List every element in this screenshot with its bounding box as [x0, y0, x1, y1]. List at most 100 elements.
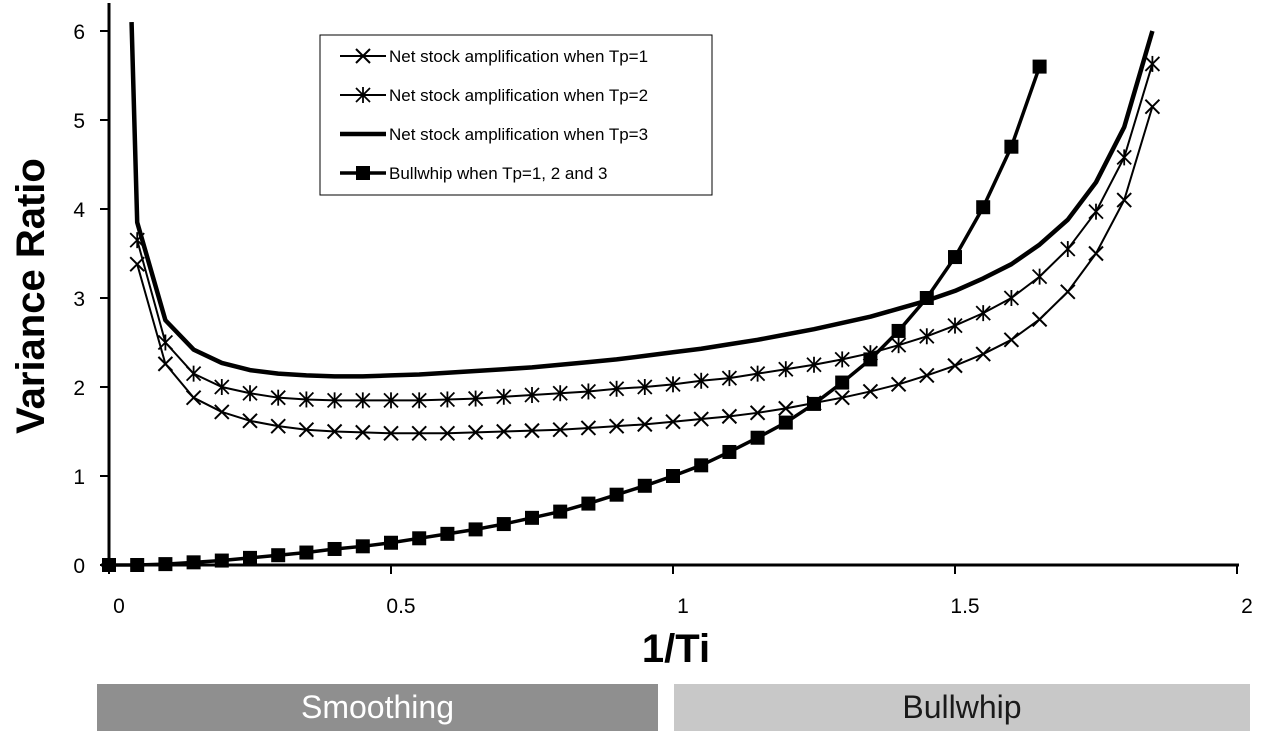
series-2-point [524, 387, 540, 404]
legend: Net stock amplification when Tp=1 Net sto… [319, 34, 713, 196]
series-1-point [355, 424, 371, 441]
series-4-point [496, 517, 511, 532]
legend-item: Bullwhip when Tp=1, 2 and 3 [340, 164, 607, 183]
y-tick-label: 6 [73, 21, 85, 44]
y-axis-title: Variance Ratio [9, 158, 53, 434]
series-2-point [608, 380, 625, 397]
series-2-point [1116, 149, 1132, 166]
series-1-point [214, 404, 230, 420]
series-4-point [778, 415, 793, 430]
series-4-point [863, 352, 878, 367]
series-2-point [411, 392, 427, 409]
series-4-point [694, 458, 709, 473]
series-2-point [693, 372, 709, 389]
y-tick-label: 2 [73, 377, 85, 400]
y-tick-label: 3 [73, 288, 85, 311]
series-4-point [243, 550, 257, 565]
x-tick-label: 0 [113, 595, 125, 618]
series-2 [129, 55, 1161, 409]
series-4-point [1004, 139, 1019, 154]
series-4-point [750, 430, 765, 445]
series-1-point [665, 414, 681, 430]
legend-swatch-marker [355, 87, 371, 103]
series-4-point [327, 541, 342, 556]
series-2-point [355, 392, 371, 409]
series-2-point [665, 376, 681, 393]
series-1-point [552, 422, 568, 438]
series-2-point [383, 392, 399, 409]
y-tick-label: 4 [73, 199, 85, 222]
series-1-point [242, 413, 258, 429]
series-1-point [524, 422, 540, 439]
series-1-point [834, 389, 850, 406]
x-axis-title: 1/Ti [642, 627, 710, 671]
series-4-point [553, 504, 568, 519]
legend-label: Bullwhip when Tp=1, 2 and 3 [389, 164, 607, 183]
series-1-point [778, 400, 794, 417]
legend-item: Net stock amplification when Tp=3 [340, 125, 648, 144]
series-1-point [411, 425, 427, 441]
series-2-point [1031, 268, 1048, 285]
series-1-point [467, 424, 484, 441]
series-2-point [580, 383, 597, 400]
series-2-point [919, 328, 935, 345]
series-2-point [298, 391, 315, 408]
x-tick-label: 2 [1241, 595, 1253, 618]
series-4-point [1032, 59, 1047, 74]
series-4-point [581, 496, 596, 511]
x-tick-label: 1 [677, 595, 689, 618]
series-1-point [185, 389, 202, 406]
series-2-point [242, 385, 258, 402]
series-2-point [806, 356, 822, 373]
y-tick-label: 1 [73, 466, 85, 489]
series-1-point [1003, 332, 1020, 348]
series-4-point [722, 444, 737, 459]
series-4-point [525, 510, 539, 525]
series-1-point [496, 423, 512, 440]
series-1-point [270, 418, 286, 434]
y-tick-label: 0 [73, 555, 85, 578]
series-1-point [693, 411, 709, 427]
series-3 [129, 22, 1155, 379]
series-1 [129, 98, 1161, 441]
series-4-point [919, 291, 934, 305]
series-2-point [834, 351, 850, 368]
series-2-point [1144, 55, 1161, 72]
series-1-point [439, 425, 456, 441]
legend-swatch-marker [355, 48, 371, 64]
series-2-point [1060, 241, 1076, 258]
smoothing-band-label: Smoothing [301, 689, 454, 725]
series-2-point [439, 391, 456, 408]
series-2-point [975, 305, 991, 322]
series-4-point [891, 323, 906, 338]
legend-label: Net stock amplification when Tp=2 [389, 86, 648, 105]
series-2-point [1003, 290, 1020, 306]
smoothing-band: Smoothing [97, 684, 658, 731]
series-1-point [890, 376, 907, 393]
series-1-point [862, 383, 879, 400]
series-1-point [1060, 284, 1076, 300]
series-2-point [749, 365, 766, 382]
series-4-point [666, 469, 680, 483]
series-2-point [721, 370, 738, 387]
series-2-point [326, 392, 343, 409]
bullwhip-band: Bullwhip [674, 684, 1250, 731]
series-2-point [467, 390, 484, 407]
series-2-point [947, 317, 963, 334]
series-1-point [608, 418, 625, 434]
series-1-point [749, 405, 766, 421]
series-4-line [109, 66, 1042, 567]
bullwhip-band-label: Bullwhip [902, 689, 1022, 725]
series-1-point [326, 423, 343, 440]
y-tick-label: 5 [73, 110, 85, 133]
series-1-point [1116, 192, 1132, 208]
series-2-point [890, 337, 907, 354]
legend-swatch-marker [356, 166, 370, 180]
series-1-point [1088, 245, 1104, 262]
series-4-point [807, 396, 821, 411]
series-4-point [835, 375, 850, 390]
series-4-point [440, 526, 455, 541]
series-2-point [1088, 203, 1104, 220]
series-1-point [1144, 98, 1161, 115]
series-4-point [412, 531, 427, 546]
